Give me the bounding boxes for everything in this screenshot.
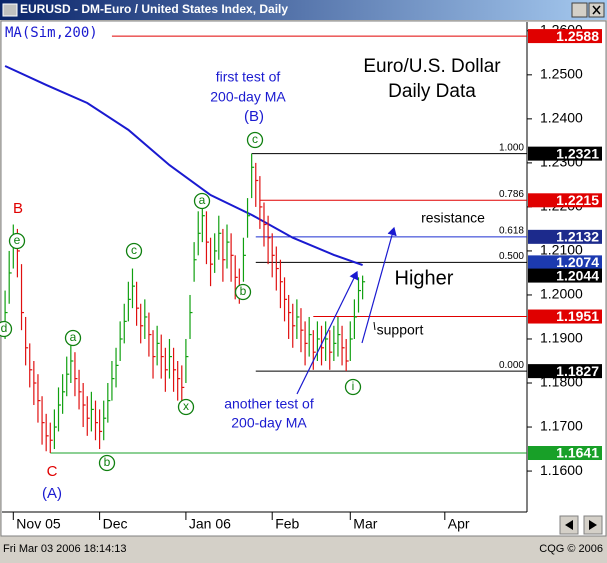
wave-circle: [234, 283, 252, 301]
price-level-label: 1.1827: [556, 363, 599, 379]
y-tick-label: 1.2500: [540, 66, 583, 82]
price-level-box: [528, 229, 602, 244]
annotation: support: [377, 322, 424, 338]
support-tick: [373, 321, 376, 331]
wave-circle: [177, 398, 195, 416]
fib-ratio-label: 0.000: [499, 360, 524, 371]
wave-label: c: [252, 132, 258, 146]
y-tick-label: 1.2400: [540, 110, 583, 126]
status-copyright: CQG © 2006: [539, 543, 603, 555]
x-tick-label: Mar: [353, 516, 377, 532]
price-level-label: 1.1951: [556, 308, 599, 324]
annotation: (A): [42, 485, 62, 502]
fib-ratio-label: 0.500: [499, 251, 524, 262]
wave-circle: [193, 192, 211, 210]
study-label: MA(Sim,200): [5, 25, 98, 41]
restore-button[interactable]: [571, 2, 588, 18]
fib-ratio-label: 1.000: [499, 142, 524, 153]
price-level-label: 1.2074: [556, 254, 599, 270]
x-tick-label: Jan 06: [189, 516, 231, 532]
price-level-label: 1.2588: [556, 28, 599, 44]
wave-circle: [246, 131, 264, 149]
wave-label: c: [131, 243, 137, 257]
plot-area: 1.000 0.786 0.618 0.500 0.000: [4, 35, 527, 454]
y-tick-label: 1.1700: [540, 418, 583, 434]
wave-circle: [64, 329, 82, 347]
arrow-resistance: [361, 226, 397, 344]
annotation: Higher: [395, 267, 454, 289]
fib-ratio-label: 0.786: [499, 189, 524, 200]
plot-background: [0, 20, 607, 537]
wave-circle: [8, 232, 26, 250]
wave-label: a: [70, 330, 77, 344]
wave-circle: [125, 242, 143, 260]
arrow-another-test: [296, 270, 359, 395]
price-level-label: 1.2044: [556, 267, 599, 283]
annotation: resistance: [421, 210, 485, 226]
wave-label: d: [1, 321, 8, 335]
price-level-label: 1.1641: [556, 445, 599, 461]
wave-label: b: [104, 455, 111, 469]
y-tick-label: 1.2000: [540, 286, 583, 302]
annotation: 200-day MA: [231, 415, 307, 431]
x-tick-label: Feb: [275, 516, 299, 532]
price-level-box: [528, 309, 602, 324]
wave-circle: [0, 320, 13, 338]
close-icon: [592, 5, 601, 15]
annotation: 200-day MA: [210, 89, 286, 105]
wave-label: b: [240, 284, 247, 298]
annotation: B: [13, 200, 23, 217]
scroll-right-icon: [589, 520, 597, 530]
price-level-box: [528, 446, 602, 461]
annotation: first test of: [216, 69, 281, 85]
annotation: Daily Data: [388, 81, 476, 102]
price-level-label: 1.2215: [556, 192, 599, 208]
window-icon: [2, 3, 18, 17]
scroll-left-icon: [565, 520, 573, 530]
price-level-box: [528, 193, 602, 208]
wave-label: x: [183, 399, 189, 413]
price-level-box: [528, 29, 602, 44]
wave-label: a: [199, 193, 206, 207]
wave-circle: [98, 454, 116, 472]
wave-label: e: [14, 233, 21, 247]
annotation: C: [47, 463, 58, 480]
annotation: another test of: [224, 396, 314, 412]
window-title: EURUSD - DM-Euro / United States Index, …: [20, 2, 288, 16]
annotation: (B): [244, 108, 264, 125]
price-level-box: [528, 146, 602, 161]
title-bar: [0, 0, 607, 20]
price-level-label: 1.2321: [556, 145, 599, 161]
wave-circle: [344, 378, 362, 396]
axes: 1.16001.17001.18001.19001.20001.21001.22…: [12, 22, 602, 532]
x-tick-label: Dec: [103, 516, 128, 532]
status-datetime: Fri Mar 03 2006 18:14:13: [3, 543, 127, 555]
price-level-label: 1.2132: [556, 229, 599, 245]
x-tick-label: Nov 05: [16, 516, 61, 532]
wave-label: i: [352, 379, 355, 393]
y-tick-label: 1.1900: [540, 330, 583, 346]
annotation: Euro/U.S. Dollar: [363, 56, 501, 77]
price-level-box: [528, 268, 602, 283]
status-bar: [0, 538, 607, 558]
y-tick-label: 1.1600: [540, 462, 583, 478]
y-tick-label: 1.2100: [540, 242, 583, 258]
fib-ratio-label: 0.618: [499, 225, 524, 236]
moving-average: [4, 65, 363, 266]
x-tick-label: Apr: [448, 516, 470, 532]
price-level-box: [528, 255, 602, 270]
price-level-box: [528, 364, 602, 379]
